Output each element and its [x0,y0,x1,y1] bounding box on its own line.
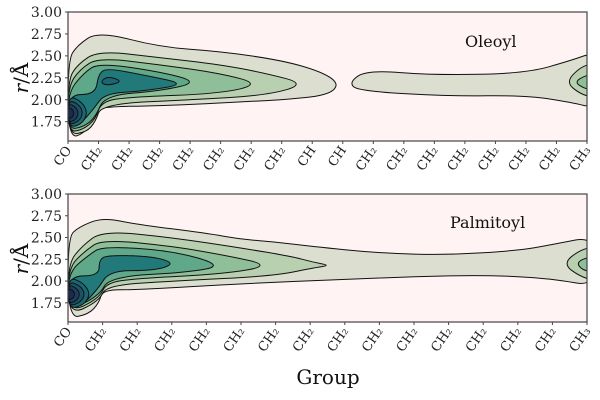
contour-level-6 [101,77,120,86]
y-tick-label: 2.75 [31,209,62,225]
x-tick-label: CH₂ [221,325,248,355]
x-tick-label: CH₂ [359,325,386,355]
x-tick-label: CH₂ [353,144,380,174]
x-tick-label: CH₂ [506,144,533,174]
x-tick-label: CH₂ [536,144,563,174]
x-tick-label: CH₂ [414,144,441,174]
y-tick-label: 3.00 [31,5,62,21]
y-tick-label: 2.75 [31,27,62,43]
x-tick-label: CH₂ [428,325,455,355]
contour-level-3 [576,75,587,90]
y-tick-label: 3.00 [31,187,62,203]
x-tick-label: CH₂ [384,144,411,174]
x-tick-label: CH₃ [567,325,594,355]
contour-level-5 [68,255,171,307]
y-tick-label: 2.00 [31,274,62,290]
contour-level-1 [351,54,587,107]
x-tick-label: CH₂ [139,144,166,174]
svg-text:r/Å: r/Å [8,243,33,274]
x-tick-label: CH₂ [186,325,213,355]
plot-frame [67,193,588,323]
x-tick-label: CH₂ [475,144,502,174]
x-tick-label: CH₂ [532,325,559,355]
x-tick-label: CH₂ [82,325,109,355]
y-tick-label: 2.25 [31,252,62,268]
y-axis-label-top: r/Å [8,62,33,93]
x-tick-label: CH [326,144,351,170]
y-tick-label: 1.75 [31,296,62,312]
x-tick-label: CH₂ [325,325,352,355]
y-label-unit: /Å [8,62,33,84]
svg-text:r/Å: r/Å [8,62,33,93]
x-tick-label: CH₂ [394,325,421,355]
y-tick-label: 2.25 [31,71,62,87]
contour-level-3 [577,257,587,272]
y-label-var: r [9,82,33,93]
x-tick-label: CH₂ [445,144,472,174]
contour-level-2 [566,247,587,279]
x-tick-label: CH₂ [117,325,144,355]
x-tick-label: CO [51,144,75,169]
y-label-var: r [9,263,33,274]
y-tick-label: 2.00 [31,93,62,109]
contour-level-9 [68,107,75,119]
panel-label-oleoyl: Oleoyl [465,32,517,51]
x-tick-label: CH₂ [152,325,179,355]
plot-frame [67,11,588,142]
y-tick-label: 1.75 [31,115,62,131]
x-tick-label: CH₃ [567,144,594,174]
x-tick-label: CH₂ [170,144,197,174]
contour-level-5 [68,69,177,126]
y-tick-label: 2.50 [31,231,62,247]
x-tick-label: CH [295,144,320,170]
x-tick-label: CH₂ [290,325,317,355]
y-label-unit: /Å [8,243,33,265]
x-tick-label: CH₂ [463,325,490,355]
x-tick-label: CH₂ [261,144,288,174]
y-axis-label-bottom: r/Å [8,243,33,274]
x-tick-label: CH₂ [231,144,258,174]
x-axis-label: Group [296,365,359,389]
x-tick-label: CH₂ [255,325,282,355]
contour-level-9 [68,288,75,300]
x-tick-label: CH₂ [109,144,136,174]
panel-label-palmitoyl: Palmitoyl [450,213,525,232]
x-tick-label: CO [51,325,75,350]
x-tick-label: CH₂ [78,144,105,174]
x-tick-label: CH₂ [200,144,227,174]
x-tick-label: CH₂ [498,325,525,355]
y-tick-label: 2.50 [31,49,62,65]
